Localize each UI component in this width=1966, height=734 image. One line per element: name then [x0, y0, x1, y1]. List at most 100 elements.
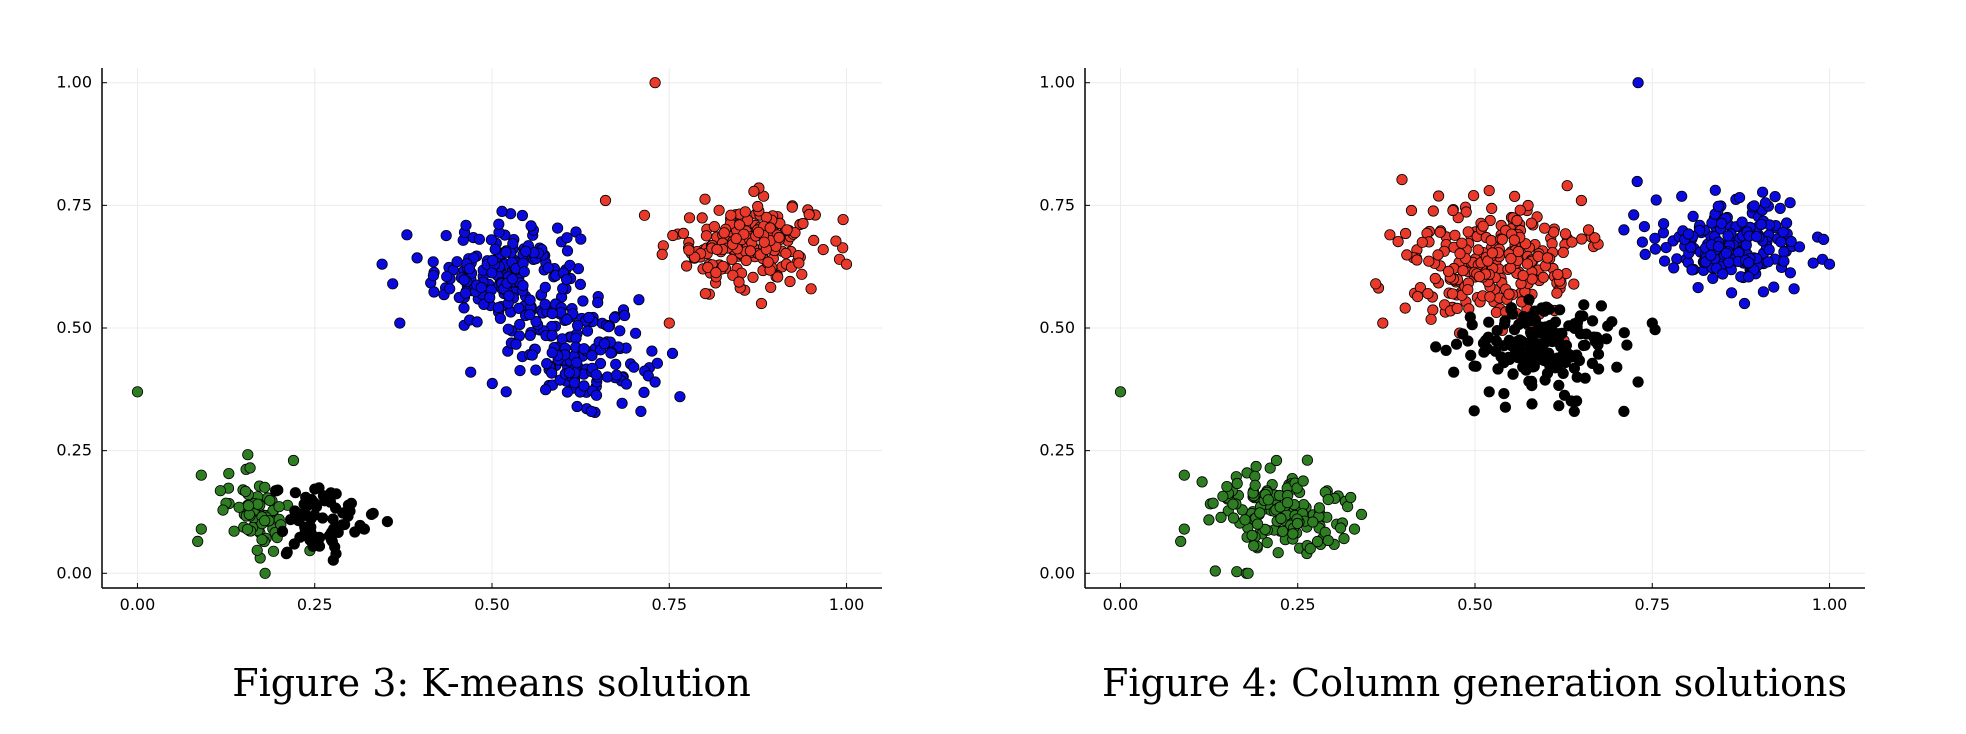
figure-4-caption: Figure 4: Column generation solutions	[1101, 661, 1847, 705]
data-point	[618, 309, 631, 322]
data-point	[1304, 542, 1316, 555]
data-point	[1788, 283, 1800, 295]
data-point	[666, 347, 679, 359]
data-point	[1207, 497, 1219, 509]
data-point	[1541, 252, 1554, 264]
data-point	[1543, 303, 1555, 315]
series-red	[599, 77, 853, 329]
y-tick-label: 0.50	[56, 318, 92, 337]
y-tick-label: 0.00	[1039, 563, 1075, 582]
data-point	[784, 275, 796, 288]
data-point	[1313, 502, 1325, 514]
data-point	[1532, 250, 1544, 262]
data-point	[629, 327, 642, 339]
data-point	[518, 266, 530, 278]
data-point	[620, 378, 633, 390]
data-point	[1483, 316, 1495, 328]
data-point	[1574, 310, 1587, 322]
data-point	[546, 307, 559, 320]
data-point	[1411, 290, 1424, 303]
data-point	[1568, 405, 1580, 417]
y-tick-label: 0.50	[1039, 318, 1075, 337]
data-point	[1650, 194, 1662, 206]
data-point	[1780, 217, 1793, 229]
data-point	[546, 367, 558, 379]
data-point	[1554, 304, 1566, 316]
data-point	[546, 329, 558, 341]
data-point	[304, 534, 316, 546]
data-point	[381, 515, 393, 528]
data-point	[1425, 313, 1437, 325]
data-point	[517, 279, 529, 292]
data-point	[1251, 518, 1264, 530]
data-point	[560, 273, 573, 286]
data-point	[1705, 249, 1717, 261]
data-point	[1537, 271, 1549, 283]
data-point	[288, 538, 300, 550]
data-point	[1472, 244, 1484, 256]
data-point	[1817, 233, 1830, 245]
data-point	[628, 361, 640, 373]
data-point	[1660, 242, 1672, 254]
data-point	[1602, 320, 1614, 332]
figure-3-caption: Figure 3: K-means solution	[232, 661, 751, 705]
data-point	[1281, 497, 1294, 509]
data-point	[1496, 233, 1508, 245]
data-point	[1763, 244, 1775, 256]
data-point	[1736, 216, 1748, 228]
data-point	[463, 263, 476, 275]
data-point	[773, 231, 785, 244]
data-point	[1632, 77, 1644, 89]
data-point	[599, 194, 612, 207]
data-point	[1579, 339, 1591, 351]
data-point	[556, 333, 568, 345]
data-point	[1485, 234, 1497, 247]
data-point	[1460, 206, 1472, 218]
data-point	[603, 321, 615, 333]
data-point	[700, 230, 713, 242]
data-point	[1722, 230, 1734, 242]
data-point	[1540, 353, 1552, 365]
data-point	[256, 534, 268, 546]
data-point	[251, 544, 263, 556]
data-point	[444, 283, 456, 295]
data-point	[329, 502, 342, 514]
data-point	[487, 254, 499, 266]
data-point	[638, 209, 651, 221]
data-point	[1687, 210, 1699, 222]
data-point	[1399, 302, 1411, 314]
data-point	[471, 316, 483, 328]
data-point	[214, 485, 226, 497]
data-point	[1512, 245, 1525, 258]
x-tick-label: 0.50	[474, 595, 510, 614]
data-point	[1261, 536, 1273, 549]
data-point	[1618, 224, 1630, 236]
data-point	[1345, 491, 1357, 504]
data-point	[1175, 535, 1187, 548]
data-point	[1506, 340, 1518, 352]
data-point	[241, 523, 254, 535]
data-point	[1449, 229, 1461, 241]
data-point	[1784, 197, 1796, 209]
data-point	[1249, 479, 1261, 491]
data-point	[427, 269, 439, 282]
data-point	[1275, 512, 1287, 525]
figure-4-panel: 0.00 0.25 0.50 0.75 1.00 0.00 0.25 0.50 0.75 1.00…	[983, 0, 1966, 734]
data-point	[1221, 480, 1233, 493]
data-point	[228, 525, 240, 537]
series-black	[1430, 293, 1661, 417]
data-point	[1401, 249, 1413, 261]
data-point	[1755, 218, 1767, 231]
data-point	[1239, 514, 1251, 526]
data-point	[493, 218, 505, 230]
data-point	[1454, 248, 1466, 260]
data-point	[780, 247, 792, 259]
data-point	[506, 273, 519, 285]
data-point	[1512, 352, 1524, 364]
data-point	[1227, 498, 1239, 510]
data-point	[726, 253, 738, 265]
data-point	[1429, 272, 1441, 285]
data-point	[638, 386, 650, 398]
data-point	[1568, 278, 1580, 290]
data-point	[1759, 197, 1772, 209]
